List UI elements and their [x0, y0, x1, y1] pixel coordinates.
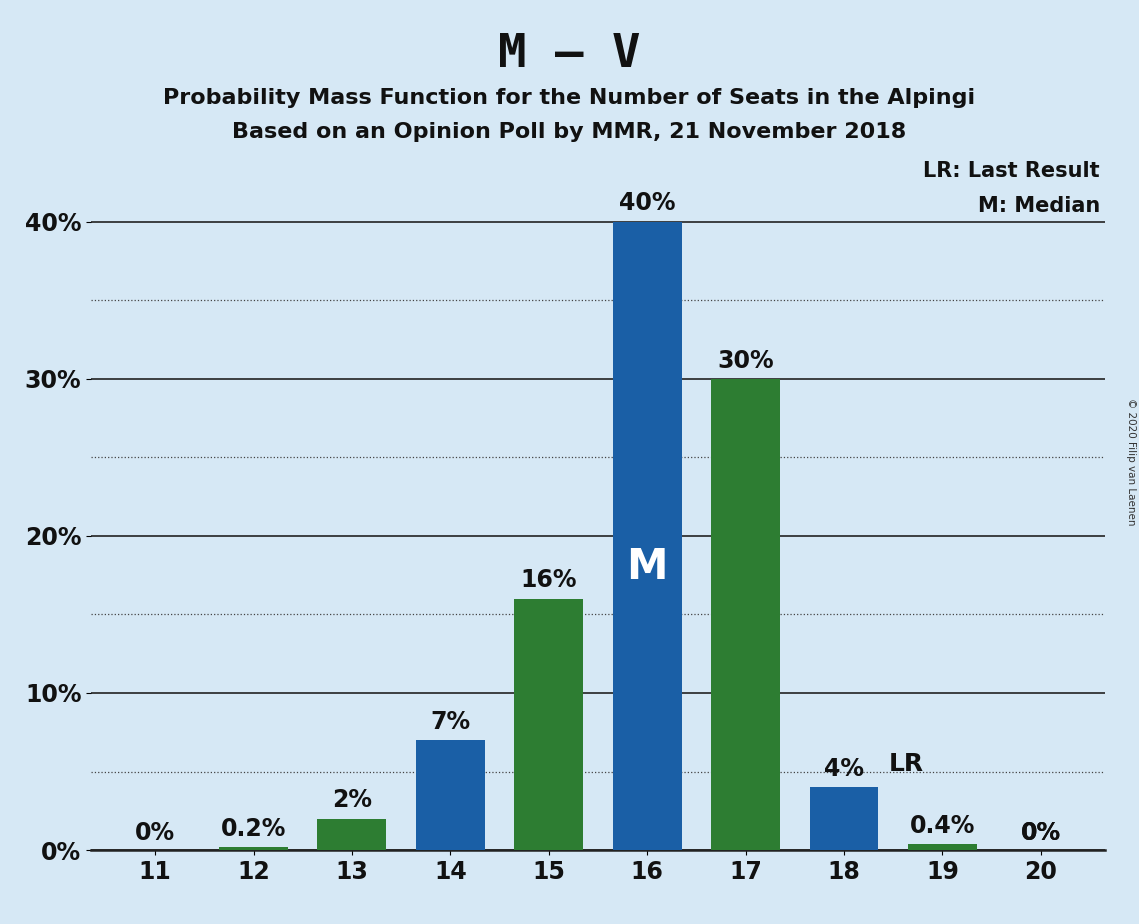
- Text: M – V: M – V: [498, 32, 641, 78]
- Text: 16%: 16%: [521, 568, 577, 592]
- Text: Based on an Opinion Poll by MMR, 21 November 2018: Based on an Opinion Poll by MMR, 21 Nove…: [232, 122, 907, 142]
- Text: 4%: 4%: [823, 757, 865, 781]
- Bar: [318, 819, 386, 850]
- Bar: [613, 222, 681, 850]
- Text: 2%: 2%: [331, 788, 372, 812]
- Text: M: Median: M: Median: [977, 196, 1100, 216]
- Text: LR: Last Result: LR: Last Result: [923, 161, 1100, 181]
- Bar: [908, 844, 977, 850]
- Bar: [810, 787, 878, 850]
- Bar: [416, 740, 485, 850]
- Text: M: M: [626, 546, 667, 589]
- Text: 7%: 7%: [431, 710, 470, 734]
- Text: 40%: 40%: [618, 191, 675, 215]
- Text: © 2020 Filip van Laenen: © 2020 Filip van Laenen: [1126, 398, 1136, 526]
- Text: 0%: 0%: [136, 821, 175, 845]
- Bar: [908, 844, 977, 850]
- Text: 0%: 0%: [1021, 821, 1060, 845]
- Bar: [219, 847, 288, 850]
- Text: 30%: 30%: [718, 348, 773, 372]
- Text: LR: LR: [888, 752, 924, 775]
- Text: 0.2%: 0.2%: [221, 817, 286, 841]
- Bar: [711, 379, 780, 850]
- Text: 0%: 0%: [1021, 821, 1060, 845]
- Text: 0.4%: 0.4%: [910, 813, 975, 837]
- Text: Probability Mass Function for the Number of Seats in the Alpingi: Probability Mass Function for the Number…: [163, 88, 976, 108]
- Bar: [515, 599, 583, 850]
